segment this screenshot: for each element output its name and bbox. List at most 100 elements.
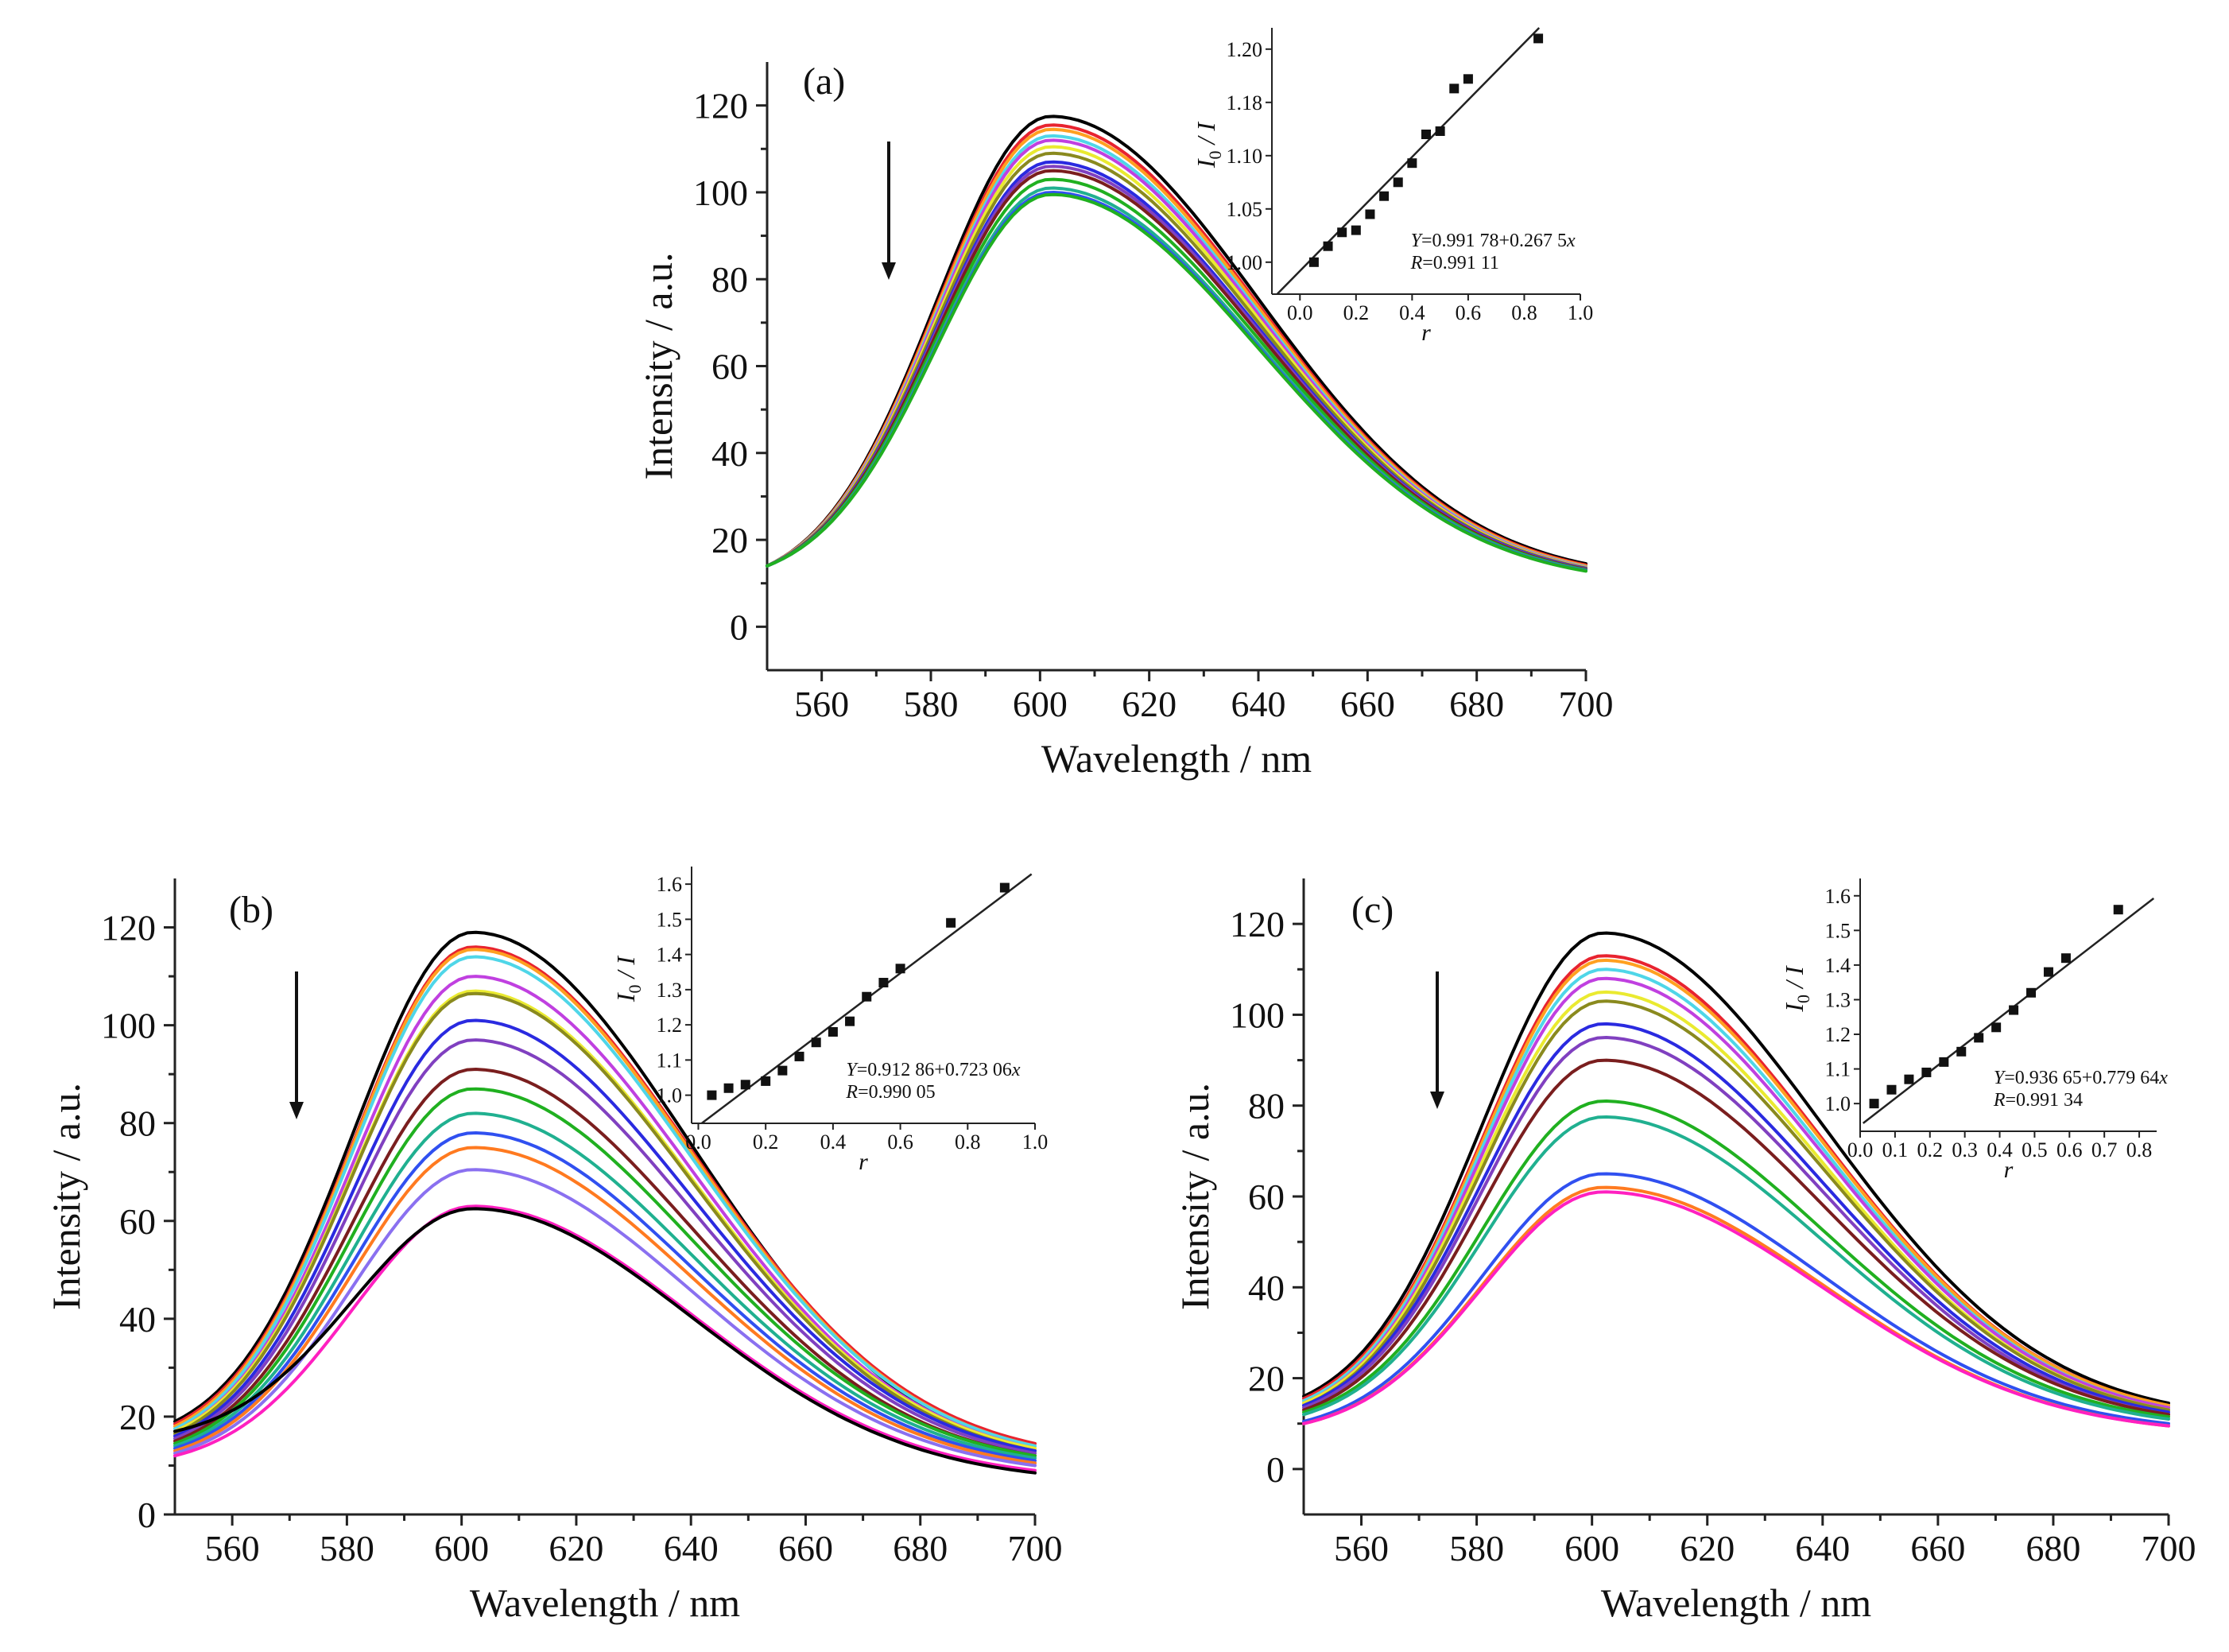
- y-tick-label: 120: [101, 908, 156, 948]
- x-tick-label: 560: [794, 684, 849, 724]
- x-tick-label: 580: [904, 684, 959, 724]
- inset-eq-x: x: [1011, 1060, 1021, 1080]
- y-tick-label: 100: [1230, 995, 1285, 1035]
- inset-y-tick-label: 1.3: [1825, 988, 1851, 1011]
- inset-data-point: [777, 1065, 788, 1076]
- inset-data-point: [895, 964, 905, 974]
- spectrum-series-8: [1302, 1022, 2170, 1414]
- panel-label: (c): [1351, 889, 1394, 931]
- x-tick-label: 680: [2025, 1528, 2080, 1569]
- panel-c: 560 580 600 620 640 660 680 700 0 20 40 60 80 100 120 W…: [1173, 878, 2196, 1625]
- inset-y-label-i: I: [1780, 1002, 1808, 1013]
- inset-data-point: [2060, 953, 2071, 964]
- spectrum-series-11: [1302, 1099, 2170, 1419]
- y-axis-label: Intensity / a.u.: [636, 252, 680, 479]
- spectrum-series-16: [173, 1204, 1037, 1472]
- spectrum-series-5: [173, 975, 1037, 1450]
- inset-eq-y: Y: [1994, 1068, 2006, 1088]
- y-tick-label: 120: [693, 86, 748, 126]
- inset-equation: Y=0.991 78+0.267 5x: [1411, 231, 1576, 251]
- inset-y-tick-label: 1.6: [1825, 885, 1851, 908]
- spectrum-series-12: [173, 1111, 1037, 1460]
- inset-r-number: =0.990 05: [858, 1082, 936, 1103]
- inset-r-label: R: [1993, 1090, 2006, 1111]
- x-tick-label: 640: [1231, 684, 1286, 724]
- inset-y-label: I0 / I: [1192, 122, 1225, 169]
- inset-data-point: [1921, 1067, 1932, 1077]
- inset-r-value: R=0.990 05: [845, 1082, 935, 1103]
- y-tick-label: 20: [1248, 1359, 1285, 1399]
- inset-y-tick-label: 1.10: [1227, 145, 1263, 168]
- x-tick-label: 580: [1449, 1528, 1504, 1569]
- inset-y-label-sub: 0: [1205, 150, 1225, 159]
- inset-x-tick-label: 0.4: [820, 1130, 847, 1154]
- y-tick-label: 0: [730, 607, 748, 647]
- spectrum-series-7: [1302, 999, 2170, 1412]
- inset-y-label-tail: / I: [1192, 122, 1220, 151]
- inset-data-point: [1308, 257, 1319, 267]
- inset-x-tick-label: 0.8: [2126, 1138, 2153, 1161]
- inset-x-tick-label: 0.2: [1343, 301, 1370, 324]
- x-tick-label: 560: [1334, 1528, 1389, 1569]
- inset-y-label: I0 / I: [1780, 965, 1813, 1013]
- spectrum-series-8: [173, 1018, 1037, 1452]
- x-tick-label: 640: [664, 1528, 719, 1569]
- spectrum-series-13: [173, 1131, 1037, 1463]
- panel-label: (b): [229, 889, 273, 931]
- inset-x-tick-label: 0.6: [2056, 1138, 2083, 1161]
- inset-y-tick-label: 1.2: [1825, 1023, 1851, 1046]
- inset-data-point: [1407, 158, 1417, 169]
- y-tick-label: 80: [1248, 1086, 1285, 1127]
- y-tick-label: 60: [711, 347, 748, 387]
- inset-x-tick-label: 0.0: [1287, 301, 1313, 324]
- inset-x-tick-label: 0.8: [955, 1130, 981, 1154]
- inset-data-point: [1435, 126, 1445, 136]
- inset-data-point: [862, 991, 872, 1002]
- inset-x-tick-label: 0.2: [1917, 1138, 1944, 1161]
- inset-eq-x: x: [2158, 1068, 2168, 1088]
- inset-data-point: [761, 1076, 771, 1086]
- inset-y-label-i: I: [611, 992, 640, 1002]
- inset-data-point: [1421, 130, 1431, 139]
- x-axis-label: Wavelength / nm: [1041, 736, 1312, 781]
- x-tick-label: 700: [1008, 1528, 1063, 1569]
- y-tick-label: 40: [119, 1299, 156, 1340]
- spectrum-series-14: [766, 192, 1587, 573]
- y-tick-label: 100: [693, 173, 748, 213]
- inset-x-label: r: [2004, 1157, 2014, 1183]
- inset-y-label-tail: / I: [611, 956, 640, 985]
- inset-r-number: =0.991 34: [2006, 1090, 2084, 1111]
- inset-equation: Y=0.936 65+0.779 64x: [1994, 1068, 2168, 1088]
- inset-x-tick-label: 0.4: [1399, 301, 1425, 324]
- y-tick-label: 0: [1266, 1449, 1285, 1490]
- inset-eq-y: Y: [846, 1060, 859, 1080]
- x-tick-label: 600: [434, 1528, 489, 1569]
- inset-x-tick-label: 0.5: [2022, 1138, 2048, 1161]
- x-tick-label: 680: [1449, 684, 1504, 724]
- inset-data-point: [1351, 225, 1361, 235]
- inset-y-tick-label: 1.18: [1227, 91, 1263, 114]
- inset-data-point: [1379, 191, 1390, 201]
- inset-y-tick-label: 1.6: [657, 873, 683, 896]
- inset-x-tick-label: 1.0: [1022, 1130, 1049, 1154]
- inset-y-label-tail: / I: [1780, 965, 1808, 995]
- inset-x-tick-label: 0.6: [1456, 301, 1482, 324]
- inset-data-point: [1869, 1099, 1879, 1109]
- spectrum-series-4: [173, 955, 1037, 1448]
- y-tick-label: 100: [101, 1006, 156, 1046]
- inset-data-point: [946, 917, 956, 928]
- quench-arrow-head: [882, 262, 896, 280]
- y-tick-label: 60: [1248, 1177, 1285, 1217]
- inset-stern-volmer: 0.0 0.1 0.2 0.3 0.4 0.5 0.6 0.7 0.8 1.0 1.1 1.2 1.3 1…: [1780, 878, 2168, 1183]
- inset-data-point: [1991, 1022, 2002, 1033]
- inset-data-point: [2113, 905, 2123, 915]
- inset-x-tick-label: 0.1: [1882, 1138, 1909, 1161]
- inset-data-point: [845, 1016, 855, 1026]
- inset-data-point: [828, 1026, 838, 1037]
- inset-eq-body: =0.991 78+0.267 5: [1421, 231, 1567, 251]
- inset-r-label: R: [1410, 253, 1423, 273]
- inset-stern-volmer: 0.0 0.2 0.4 0.6 0.8 1.0 1.00 1.05 1.10 1.18 1.20 r I…: [1192, 27, 1593, 346]
- spectrum-series-11: [173, 1087, 1037, 1458]
- x-tick-label: 660: [1340, 684, 1395, 724]
- inset-equation: Y=0.912 86+0.723 06x: [846, 1060, 1020, 1080]
